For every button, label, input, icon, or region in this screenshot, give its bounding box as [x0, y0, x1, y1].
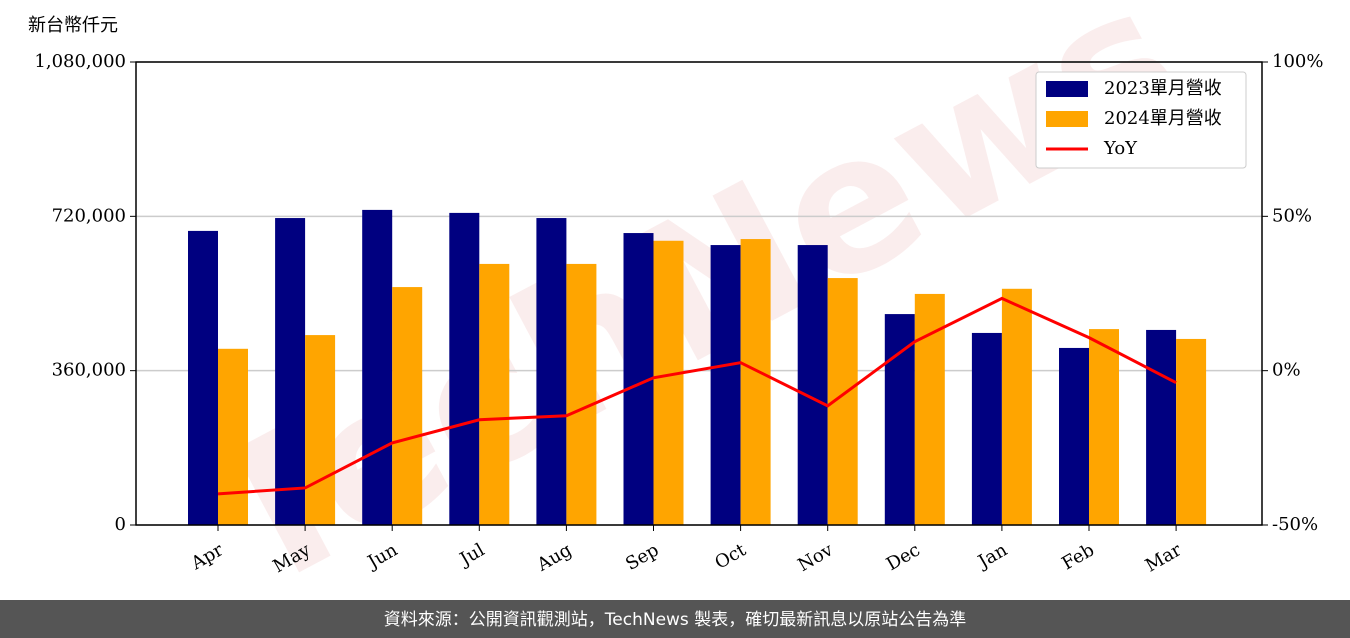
legend-box [1035, 71, 1247, 169]
bar [653, 240, 684, 525]
x-tick-label: Jul [455, 539, 489, 571]
bar [971, 332, 1002, 525]
legend-swatch [1046, 81, 1088, 97]
legend-swatch [1046, 111, 1088, 127]
bar [1089, 329, 1119, 525]
bar [218, 348, 248, 525]
y2-tick-label: -50% [1272, 514, 1318, 535]
legend-label: 2024單月營收 [1104, 108, 1222, 129]
bar [392, 287, 423, 525]
footer-bar [0, 600, 1350, 638]
x-tick-label: Apr [187, 539, 227, 574]
y-tick-label: 0 [115, 514, 126, 535]
y2-tick-label: 0% [1272, 360, 1301, 381]
bar [914, 293, 945, 525]
bar [479, 263, 510, 525]
y2-tick-label: 50% [1272, 205, 1312, 226]
x-tick-label: Oct [711, 539, 750, 574]
x-tick-label: Mar [1142, 539, 1186, 576]
legend-label: 2023單月營收 [1104, 78, 1222, 99]
bar [449, 212, 480, 526]
footer: 資料來源：公開資訊觀測站，TechNews 製表，確切最新訊息以原站公告為準 [384, 610, 966, 630]
x-tick-label: Dec [883, 539, 924, 575]
legend-label: YoY [1103, 138, 1138, 159]
bar [536, 218, 567, 525]
y-tick-label: 360,000 [52, 360, 126, 381]
bar [1146, 329, 1177, 525]
y-tick-label: 1,080,000 [34, 51, 126, 72]
plot-frame [135, 61, 1263, 526]
bar [1176, 338, 1207, 525]
bar [797, 245, 828, 525]
bar [188, 230, 218, 526]
bar [710, 245, 741, 525]
y-tick-label: 720,000 [52, 205, 126, 226]
y2-tick-label: 100% [1272, 51, 1323, 72]
bar [362, 209, 393, 525]
y-axis-label: 新台幣仟元 [28, 15, 118, 36]
bar [1001, 288, 1032, 525]
x-tick-label: Feb [1058, 539, 1098, 574]
bar [740, 239, 771, 525]
x-tick-label: Nov [794, 539, 837, 576]
bar [566, 263, 597, 525]
bar [305, 335, 336, 525]
line [217, 296, 1177, 496]
bar [275, 218, 306, 525]
bar [1059, 347, 1089, 525]
x-tick-label: Aug [533, 539, 576, 576]
x-tick-label: Jan [973, 539, 1011, 573]
x-tick-label: Sep [622, 539, 662, 574]
bar [884, 314, 915, 525]
